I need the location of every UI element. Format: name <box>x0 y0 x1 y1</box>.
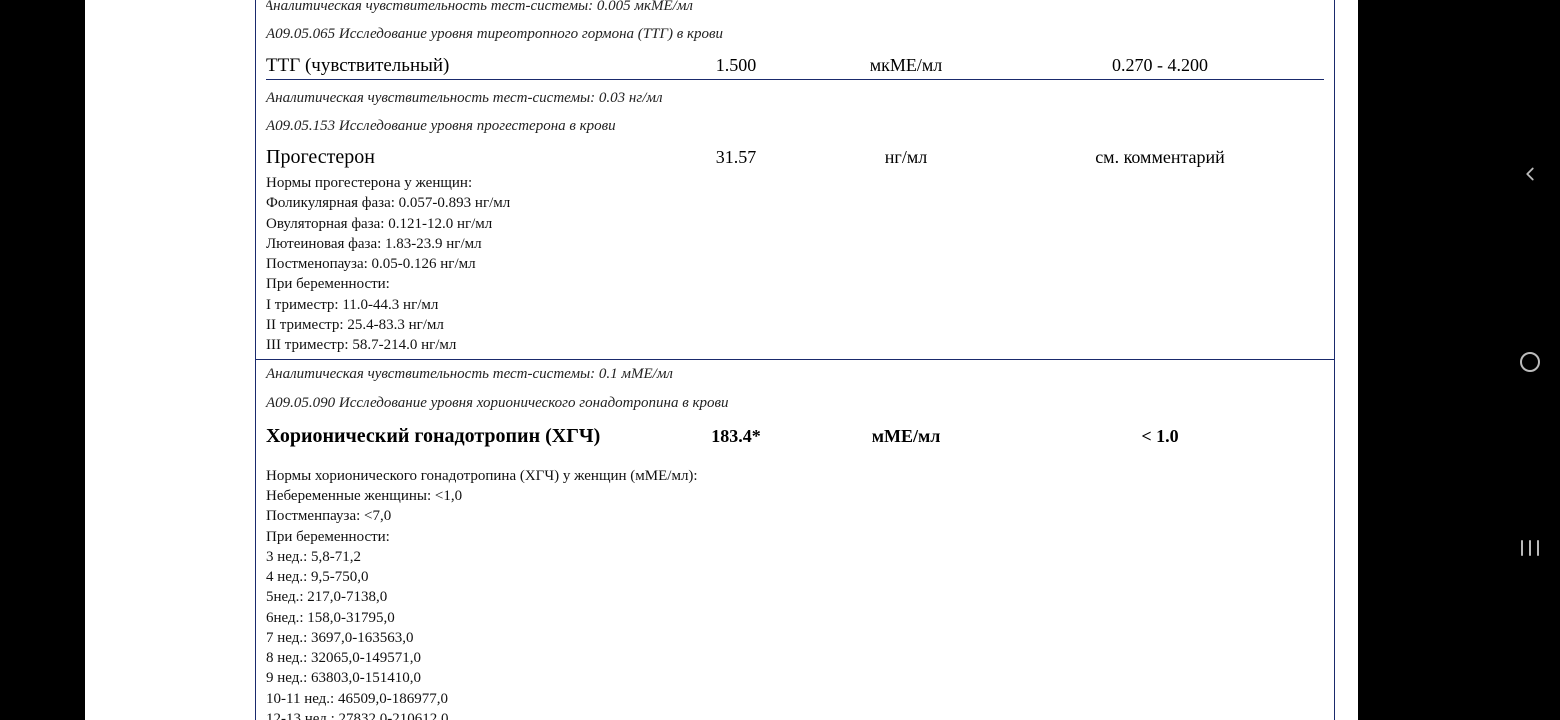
phone-navbar <box>1500 0 1560 720</box>
hcg-note-line: 12-13 нед.: 27832,0-210612,0 <box>266 709 1324 720</box>
ttg-result-row: ТТГ (чувствительный) 1.500 мкМЕ/мл 0.270… <box>266 55 1324 80</box>
hcg-code-line: А09.05.090 Исследование уровня хориониче… <box>266 393 1324 413</box>
hcg-note-line: 4 нед.: 9,5-750,0 <box>266 567 1324 587</box>
prog-notes: Нормы прогестерона у женщин: Фоликулярна… <box>266 173 1324 355</box>
ttg-value: 1.500 <box>666 55 806 76</box>
prog-code-line: А09.05.153 Исследование уровня прогестер… <box>266 116 1324 136</box>
prog-note-line: Лютеиновая фаза: 1.83-23.9 нг/мл <box>266 234 1324 254</box>
prog-value: 31.57 <box>666 147 806 168</box>
prog-note-line: II триместр: 25.4-83.3 нг/мл <box>266 315 1324 335</box>
hcg-note-line: 3 нед.: 5,8-71,2 <box>266 547 1324 567</box>
hcg-name: Хорионический гонадотропин (ХГЧ) <box>266 425 666 448</box>
recent-apps-icon[interactable] <box>1519 539 1541 557</box>
ttg-block: Аналитическая чувствительность тест-сист… <box>256 0 1334 84</box>
hcg-note-line: При беременности: <box>266 527 1324 547</box>
prog-sensitivity: Аналитическая чувствительность тест-сист… <box>266 88 1324 108</box>
hcg-notes-title: Нормы хорионического гонадотропина (ХГЧ)… <box>266 466 1324 486</box>
prog-note-line: При беременности: <box>266 274 1324 294</box>
hcg-note-line: Небеременные женщины: <1,0 <box>266 486 1324 506</box>
prog-note-line: Овуляторная фаза: 0.121-12.0 нг/мл <box>266 214 1324 234</box>
ttg-ref: 0.270 - 4.200 <box>1006 55 1324 76</box>
hcg-note-line: 10-11 нед.: 46509,0-186977,0 <box>266 689 1324 709</box>
prog-note-line: Постменопауза: 0.05-0.126 нг/мл <box>266 254 1324 274</box>
prog-unit: нг/мл <box>806 147 1006 168</box>
hcg-notes: Нормы хорионического гонадотропина (ХГЧ)… <box>266 466 1324 720</box>
back-icon[interactable] <box>1519 163 1541 185</box>
hcg-sensitivity: Аналитическая чувствительность тест-сист… <box>266 364 1324 384</box>
hcg-note-line: 5нед.: 217,0-7138,0 <box>266 587 1324 607</box>
hcg-note-line: Постменпауза: <7,0 <box>266 506 1324 526</box>
hcg-result-row: Хорионический гонадотропин (ХГЧ) 183.4* … <box>266 425 1324 448</box>
prog-note-line: Фоликулярная фаза: 0.057-0.893 нг/мл <box>266 193 1324 213</box>
prog-note-line: I триместр: 11.0-44.3 нг/мл <box>266 295 1324 315</box>
document-page: Аналитическая чувствительность тест-сист… <box>85 0 1358 720</box>
lab-report-table: Аналитическая чувствительность тест-сист… <box>255 0 1335 720</box>
hcg-ref: < 1.0 <box>1006 426 1324 447</box>
hcg-note-line: 9 нед.: 63803,0-151410,0 <box>266 668 1324 688</box>
prog-notes-title: Нормы прогестерона у женщин: <box>266 173 1324 193</box>
ttg-unit: мкМЕ/мл <box>806 55 1006 76</box>
hcg-note-line: 7 нед.: 3697,0-163563,0 <box>266 628 1324 648</box>
prog-result-row: Прогестерон 31.57 нг/мл см. комментарий <box>266 146 1324 169</box>
ttg-code-line: А09.05.065 Исследование уровня тиреотроп… <box>266 24 1324 44</box>
hcg-note-line: 8 нед.: 32065,0-149571,0 <box>266 648 1324 668</box>
hcg-unit: мМЕ/мл <box>806 426 1006 447</box>
hcg-value: 183.4* <box>666 426 806 447</box>
prog-ref: см. комментарий <box>1006 147 1324 168</box>
ttg-sensitivity-top: Аналитическая чувствительность тест-сист… <box>266 0 1324 16</box>
hcg-block: Аналитическая чувствительность тест-сист… <box>256 359 1334 720</box>
ttg-name: ТТГ (чувствительный) <box>266 55 666 77</box>
hcg-note-line: 6нед.: 158,0-31795,0 <box>266 608 1324 628</box>
progesterone-block: Аналитическая чувствительность тест-сист… <box>256 84 1334 360</box>
prog-note-line: III триместр: 58.7-214.0 нг/мл <box>266 335 1324 355</box>
prog-name: Прогестерон <box>266 146 666 169</box>
home-icon[interactable] <box>1518 350 1542 374</box>
